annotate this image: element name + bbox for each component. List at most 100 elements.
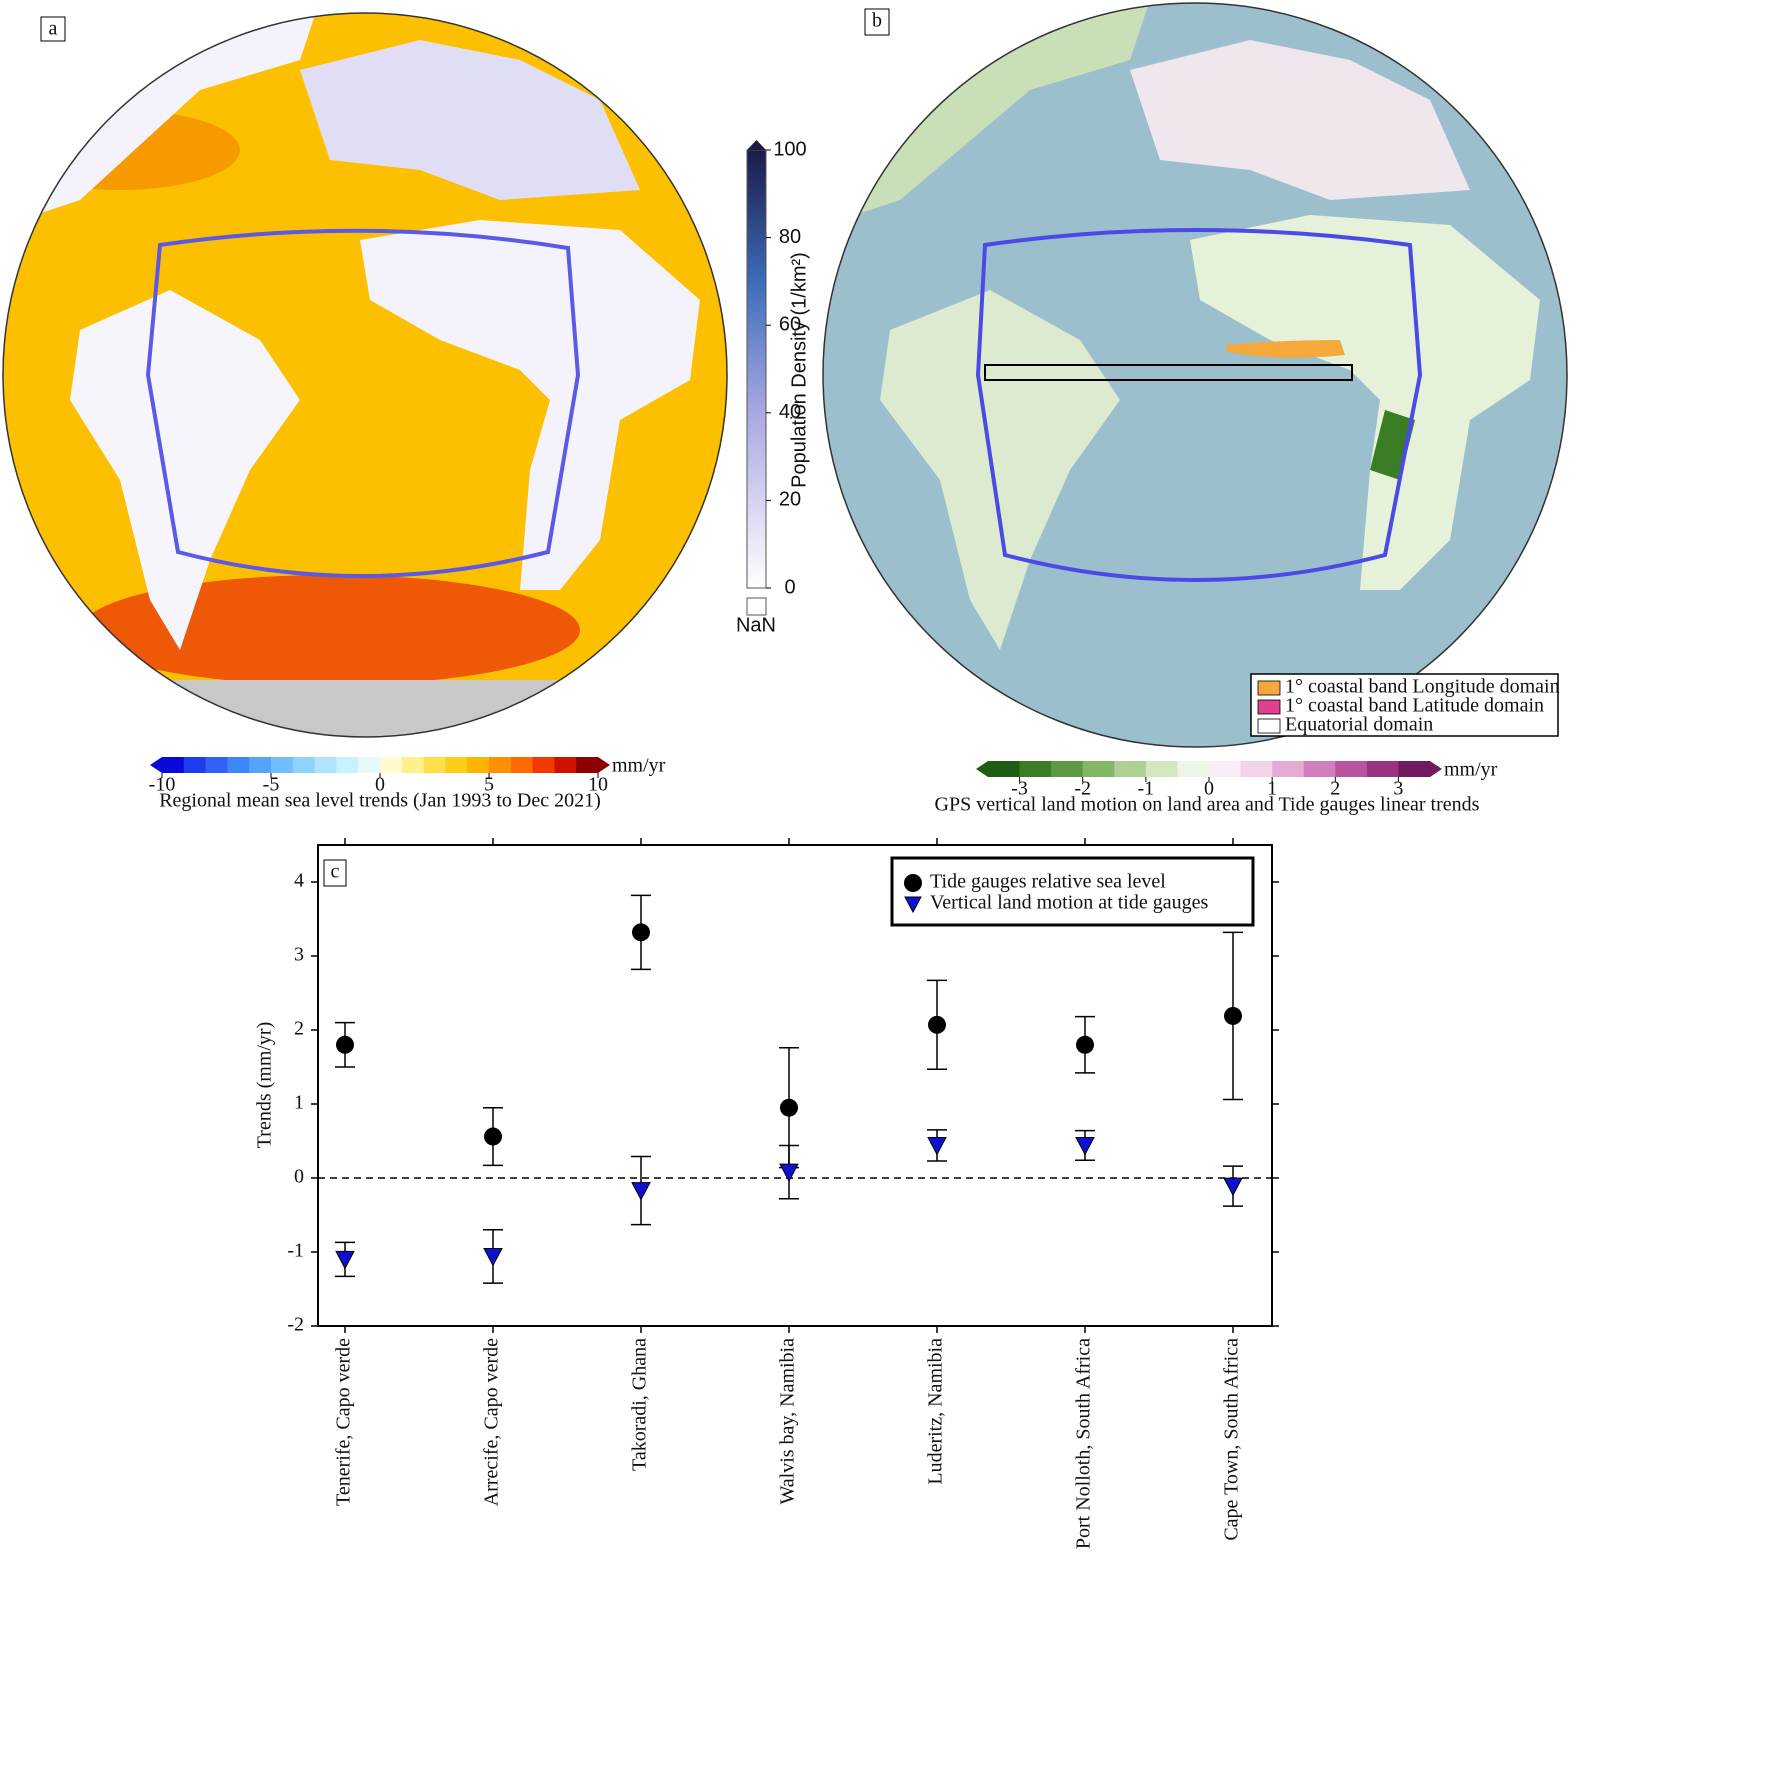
panel-label-box [323,859,347,887]
colorbar-bin [576,757,599,773]
globe-a-outline [2,12,728,738]
marker [1075,1136,1095,1156]
legend-swatch [1257,718,1281,734]
colorbar-tick-label: 3 [1393,778,1403,800]
colorbar-bin [1145,761,1178,777]
panel-label: b [872,10,882,32]
y-tick-label: -1 [287,1240,304,1262]
legend-box [1250,673,1559,737]
marker [631,1182,651,1201]
colorbar-label: GPS vertical land motion on land area an… [935,794,1480,816]
colorbar-unit: mm/yr [1444,759,1498,781]
colorbar-bin [1114,761,1147,777]
colorbar-arrow [976,761,988,777]
colorbar-bin [401,757,425,773]
marker [928,1015,946,1034]
x-tick-label: Walvis bay, Namibia [777,1338,799,1505]
globe-b [823,3,1567,747]
marker [484,1127,502,1146]
marker [632,923,650,942]
colorbar-tick-label: 0 [1204,778,1214,800]
domain-box [145,228,581,578]
colorbar-bin [1177,761,1210,777]
colorbar-bin [1335,761,1368,777]
x-tick-label: Tenerife, Capo verde [333,1338,355,1506]
colorbar-tick-label: -5 [263,774,280,796]
colorbar-tick-label: -2 [1074,778,1091,800]
colorbar-bin [271,757,294,773]
colorbar-arrow [747,140,766,150]
colorbar-bin [1051,761,1084,777]
y-tick-label: -2 [287,1314,304,1336]
marker [780,1098,798,1117]
colorbar-arrow [598,757,610,773]
colorbar-bin [1240,761,1273,777]
legend-label: Tide gauges relative sea level [930,871,1166,893]
legend-label: 1° coastal band Longitude domain [1285,676,1560,698]
colorbar-bin [336,757,359,773]
colorbar-bin [292,757,316,773]
legend-label: Equatorial domain [1285,714,1433,736]
colorbar-tick-label: 2 [1330,778,1340,800]
colorbar-arrow [150,757,162,773]
x-tick-label: Port Nolloth, South Africa [1073,1338,1095,1549]
panel-label-box [40,16,66,42]
colorbar-tick-label: 20 [779,489,801,511]
colorbar-tick-label: 100 [773,138,806,160]
marker [1223,1177,1243,1197]
colorbar-bin [183,757,207,773]
legend-marker [904,874,922,892]
panel-label-box [864,8,890,36]
colorbar-bin [314,757,337,773]
marker [336,1035,354,1054]
colorbar-bin [249,757,272,773]
marker [335,1250,355,1270]
legend-marker [904,896,922,914]
domain-box [975,228,1423,582]
marker [1076,1035,1094,1054]
colorbar-tick-label: 10 [588,774,608,796]
globe-b-outline [822,2,1568,748]
y-tick-label: 1 [294,1092,304,1114]
x-tick-label: Cape Town, South Africa [1221,1338,1243,1541]
y-tick-label: 2 [294,1018,304,1040]
colorbar-tick-label: 80 [779,226,801,248]
y-tick-label: 4 [294,870,304,892]
colorbar-bin [467,757,490,773]
y-axis-label: Trends (mm/yr) [254,1022,276,1148]
x-tick-label: Arrecife, Capo verde [481,1338,503,1506]
colorbar-bin [162,757,185,773]
colorbar-bin [1209,761,1242,777]
legend-swatch [1257,680,1281,696]
colorbar-bin [532,757,555,773]
colorbar-bin [988,761,1021,777]
panel-label: c [331,861,340,883]
colorbar-bin [358,757,381,773]
colorbar-bin [510,757,534,773]
colorbar-tick-label: 0 [784,576,795,598]
y-tick-label: 0 [294,1166,304,1188]
colorbar-tick-label: 1 [1267,778,1277,800]
colorbar-bin [1398,761,1431,777]
colorbar-bin [489,757,512,773]
globe-a [3,13,727,737]
legend-box [890,856,1255,927]
colorbar-bin [380,757,403,773]
colorbar-bin [554,757,577,773]
colorbar-bin [205,757,228,773]
x-tick-label: Takoradi, Ghana [629,1338,651,1471]
colorbar-bin [1303,761,1336,777]
colorbar-tick-label: 60 [779,313,801,335]
marker [927,1136,947,1156]
colorbar-tick-label: -10 [149,774,176,796]
colorbar-unit: mm/yr [612,755,666,777]
colorbar-bin [1272,761,1305,777]
nan-swatch [746,597,767,616]
colorbar-label: Regional mean sea level trends (Jan 1993… [159,790,601,812]
colorbar-tick-label: 0 [375,774,385,796]
colorbar-bin [1366,761,1399,777]
nan-label: NaN [736,614,776,636]
colorbar-bin [445,757,468,773]
colorbar-bin [423,757,446,773]
